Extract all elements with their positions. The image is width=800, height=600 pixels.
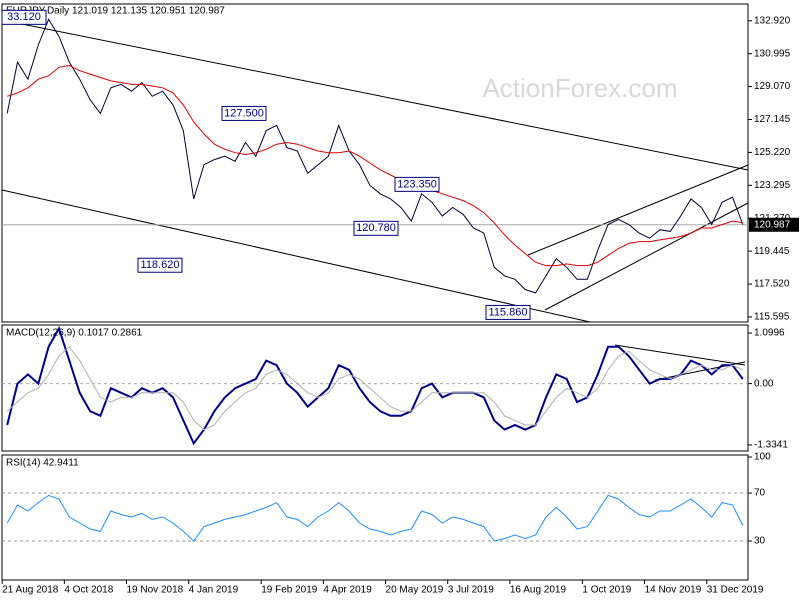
- annotation-box: [353, 220, 399, 236]
- y-tick-label: 123.295: [754, 180, 791, 191]
- trendline: [1, 189, 591, 323]
- y-tick-label: 70: [754, 488, 766, 499]
- last-price-label: 120.987: [754, 219, 791, 230]
- series-line: [6, 325, 744, 446]
- trendline: [614, 344, 746, 366]
- x-tick-label: 4 Oct 2018: [64, 585, 113, 596]
- last-price-box: [749, 217, 799, 232]
- x-tick-label: 20 May 2019: [386, 585, 444, 596]
- x-tick-label: 14 Nov 2019: [645, 585, 702, 596]
- price-panel: [1, 3, 749, 323]
- y-tick-label: 100: [754, 452, 771, 463]
- trendline: [544, 202, 749, 311]
- x-tick-label: 16 Aug 2019: [510, 585, 567, 596]
- x-tick-label: 3 Jul 2019: [448, 585, 495, 596]
- annotation-label: 123.350: [397, 178, 437, 190]
- annotation-label: 118.620: [141, 259, 180, 271]
- y-tick-label: 129.070: [754, 81, 791, 92]
- annotation-label: 120.780: [356, 222, 396, 234]
- annotation-box: [485, 304, 531, 320]
- y-tick-label: 1.0996: [754, 328, 785, 339]
- trendline: [1, 19, 749, 171]
- y-tick-label: 117.520: [754, 279, 790, 290]
- y-tick-label: -1.3341: [754, 440, 788, 451]
- series-line: [7, 64, 743, 267]
- y-tick-label: 30: [754, 536, 766, 547]
- annotation-box: [137, 257, 183, 273]
- y-tick-label: 127.145: [754, 114, 791, 125]
- watermark: ActionForex.com: [482, 73, 677, 103]
- x-tick-label: 19 Feb 2019: [261, 585, 318, 596]
- annotation-label: 115.860: [489, 306, 528, 318]
- rsi-panel: [1, 454, 749, 581]
- x-tick-label: 1 Oct 2019: [582, 585, 631, 596]
- price-header: EURJPY,Daily 121.019 121.135 120.951 120…: [6, 6, 225, 17]
- x-tick-label: 31 Dec 2019: [707, 585, 764, 596]
- y-tick-label: 125.220: [754, 147, 791, 158]
- y-tick-label: 0.00: [754, 378, 774, 389]
- x-tick-label: 21 Aug 2018: [2, 585, 59, 596]
- macd-title: MACD(12,26,9) 0.1017 0.2861: [6, 328, 143, 339]
- x-tick-label: 4 Jan 2019: [189, 585, 239, 596]
- annotation-label: 33.120: [7, 11, 41, 23]
- y-tick-label: 132.920: [754, 15, 791, 26]
- y-tick-label: 130.995: [754, 48, 791, 59]
- y-tick-label: 115.595: [754, 312, 790, 323]
- macd-panel: [1, 324, 749, 452]
- annotation-box: [394, 176, 440, 192]
- series-line: [6, 346, 744, 431]
- x-tick-label: 19 Nov 2018: [127, 585, 184, 596]
- rsi-title: RSI(14) 42.9411: [6, 458, 79, 469]
- series-line: [6, 18, 744, 294]
- annotation-label: 127.500: [224, 107, 264, 119]
- trendline: [527, 164, 749, 256]
- annotation-box: [1, 9, 47, 25]
- x-tick-label: 4 Apr 2019: [323, 585, 372, 596]
- y-tick-label: 119.445: [754, 246, 790, 257]
- series-line: [6, 494, 744, 542]
- annotation-box: [221, 105, 267, 121]
